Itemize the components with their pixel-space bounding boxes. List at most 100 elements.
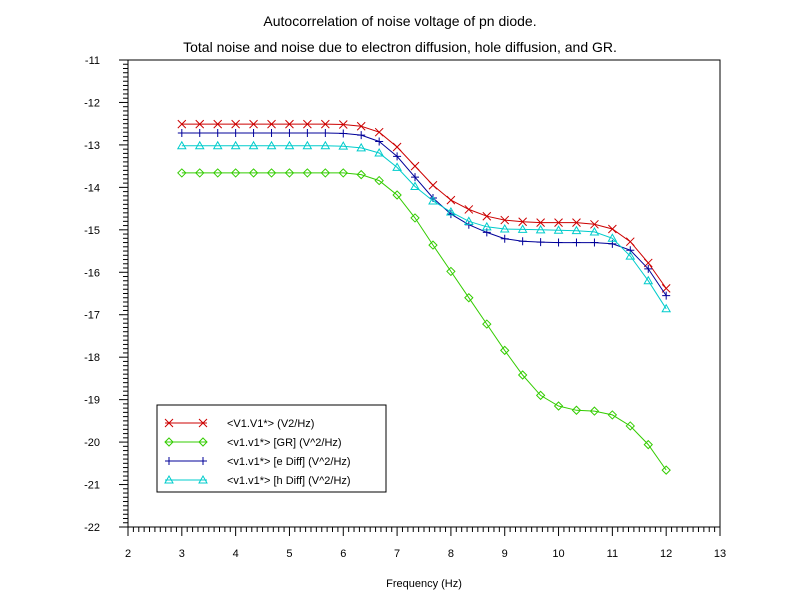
data-point — [661, 303, 672, 313]
x-tick-label: 13 — [714, 548, 726, 560]
data-point — [643, 439, 653, 450]
data-point — [285, 119, 294, 129]
data-point — [213, 129, 222, 138]
data-point — [554, 238, 563, 247]
data-point — [303, 119, 312, 129]
series-3 — [176, 140, 672, 313]
data-point — [625, 251, 636, 260]
x-tick-label: 2 — [125, 548, 131, 560]
legend-marker — [198, 474, 208, 484]
x-tick-label: 12 — [660, 548, 672, 560]
data-point — [230, 168, 241, 178]
axes: 2 3 4 5 6 7 8 9 10 11 12 13 -11 -12 -13 -14 -15 -16 -17 -18… — [84, 55, 726, 560]
data-point — [428, 180, 438, 190]
data-point — [231, 119, 240, 129]
data-point — [446, 266, 456, 277]
data-point — [338, 141, 349, 150]
legend-marker — [164, 418, 174, 428]
y-tick-label: -12 — [84, 97, 100, 109]
data-point — [375, 137, 384, 146]
data-point — [392, 190, 402, 200]
data-point — [393, 152, 402, 161]
data-point — [177, 119, 187, 129]
data-point — [625, 237, 635, 247]
data-point — [446, 206, 456, 216]
data-point — [284, 140, 295, 150]
x-tick-label: 11 — [607, 548, 618, 560]
data-point — [553, 401, 564, 411]
data-point — [194, 140, 205, 150]
data-point — [266, 140, 277, 150]
data-point — [338, 168, 348, 178]
data-point — [357, 131, 366, 140]
chart-subtitle: Total noise and noise due to electron di… — [183, 39, 617, 55]
series-1 — [177, 168, 671, 475]
data-point — [607, 233, 618, 242]
data-point — [500, 234, 509, 243]
x-tick-label: 9 — [502, 548, 508, 560]
y-tick-label: -21 — [84, 480, 100, 492]
y-tick-label: -15 — [84, 225, 100, 237]
data-point — [464, 293, 474, 303]
data-point — [517, 370, 528, 380]
data-point — [248, 140, 259, 150]
y-tick-label: -11 — [85, 55, 100, 67]
data-point — [212, 140, 223, 150]
data-point — [356, 121, 366, 131]
data-point — [176, 140, 187, 150]
legend-item: <v1.v1*> [GR] (V^2/Hz) — [164, 437, 342, 449]
y-tick-label: -18 — [84, 352, 100, 364]
data-point — [339, 129, 348, 138]
data-point — [572, 238, 581, 247]
y-tick-label: -14 — [84, 182, 100, 194]
data-point — [302, 168, 313, 178]
legend-item: <v1.v1*> [h Diff] (V^2/Hz) — [164, 474, 351, 487]
chart-title: Autocorrelation of noise voltage of pn d… — [263, 13, 536, 29]
data-point — [356, 169, 366, 180]
data-point — [464, 205, 474, 214]
data-point — [410, 161, 420, 171]
data-point — [284, 168, 295, 178]
data-point — [410, 213, 420, 223]
data-point — [589, 226, 600, 236]
y-tick-label: -16 — [84, 267, 100, 279]
data-point — [195, 168, 205, 178]
data-point — [392, 162, 402, 171]
data-point — [572, 218, 581, 227]
data-point — [590, 238, 599, 247]
legend-marker — [199, 457, 207, 465]
data-point — [392, 142, 402, 152]
data-point — [177, 168, 187, 178]
data-point — [589, 406, 600, 416]
series-2 — [177, 129, 671, 300]
data-point — [625, 421, 635, 431]
data-point — [536, 218, 545, 227]
data-point — [500, 215, 510, 225]
x-tick-label: 3 — [179, 548, 185, 560]
data-point — [267, 129, 276, 138]
legend-marker — [164, 474, 174, 484]
data-point — [428, 195, 438, 205]
legend-box — [156, 404, 387, 493]
y-tick-label: -20 — [84, 437, 100, 449]
y-tick-label: -19 — [84, 395, 100, 407]
legend: <V1.V1*> (V2/Hz) <v1.v1*> [GR] (V^2/Hz) <v… — [156, 404, 387, 493]
data-point — [500, 345, 510, 356]
y-tick-label: -17 — [84, 310, 100, 322]
y-tick-label: -22 — [84, 522, 100, 534]
data-point — [535, 224, 546, 234]
series-line — [181, 123, 667, 289]
data-point — [554, 218, 563, 227]
data-point — [338, 120, 348, 129]
legend-label: <v1.v1*> [GR] (V^2/Hz) — [227, 437, 342, 449]
data-point — [213, 168, 223, 178]
x-tick-label: 10 — [552, 548, 564, 560]
data-point — [482, 211, 492, 221]
data-point — [411, 173, 420, 182]
data-point — [303, 129, 312, 138]
data-point — [321, 129, 330, 138]
legend-marker — [164, 437, 174, 447]
series-line — [181, 132, 667, 296]
legend-label: <v1.v1*> [e Diff] (V^2/Hz) — [227, 456, 351, 468]
